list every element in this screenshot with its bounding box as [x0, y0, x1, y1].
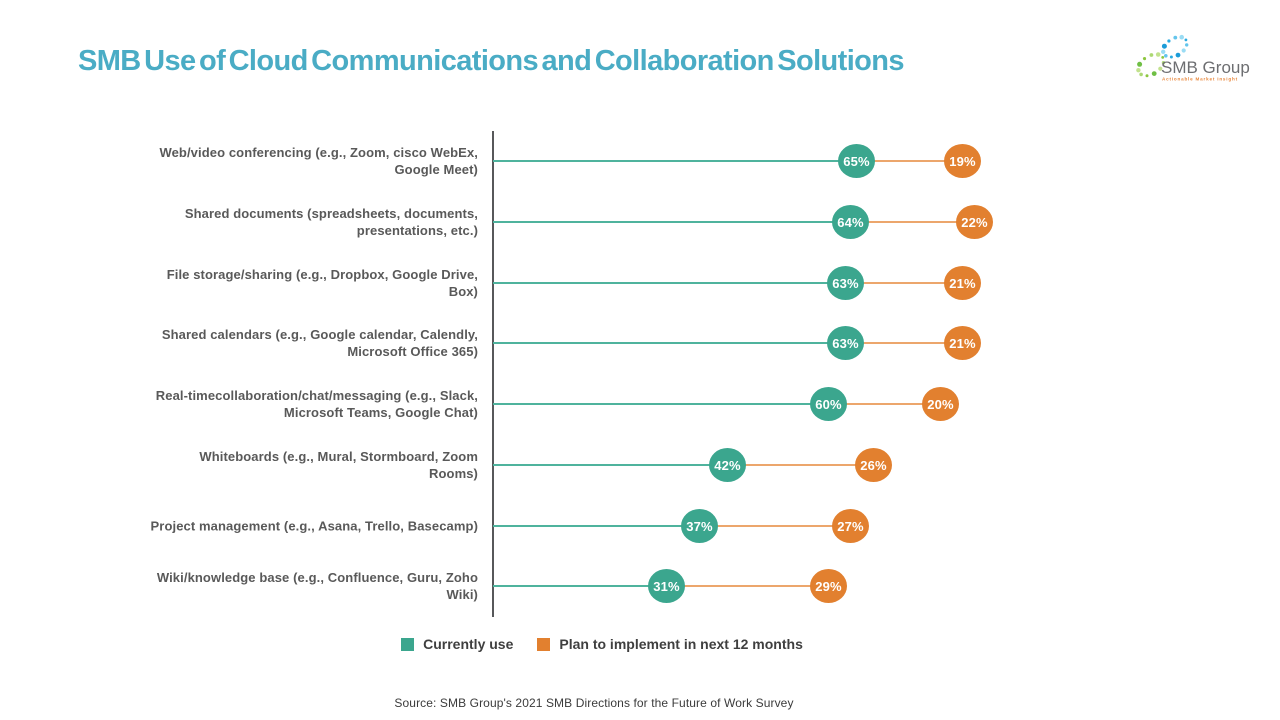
category-label: Whiteboards (e.g., Mural, Stormboard, Zo… [199, 449, 478, 481]
legend-label-plan-to-implement: Plan to implement in next 12 months [559, 636, 803, 652]
legend-label-currently-use: Currently use [423, 636, 514, 652]
chart-legend: Currently use Plan to implement in next … [0, 636, 1242, 652]
plan-dot: 19% [944, 144, 981, 178]
plan-dot: 26% [855, 448, 892, 482]
legend-item-plan-to-implement: Plan to implement in next 12 months [537, 636, 803, 652]
currently-use-stem-line [493, 221, 850, 223]
category-label: Real-timecollaboration/chat/messaging (e… [155, 388, 478, 420]
currently-use-stem-line [493, 282, 845, 284]
plan-stem-line [828, 403, 940, 405]
category-label: File storage/sharing (e.g., Dropbox, Goo… [166, 267, 478, 299]
plan-stem-line [850, 221, 974, 223]
currently-use-dot: 42% [709, 448, 746, 482]
currently-use-dot: 63% [827, 326, 864, 360]
slide-title: SMB Use of Cloud Communications and Coll… [78, 45, 905, 77]
logo-text: SMB Group [1161, 58, 1250, 77]
plan-stem-line [727, 464, 873, 466]
plan-dot: 29% [810, 569, 847, 603]
currently-use-stem-line [493, 464, 727, 466]
category-label: Shared documents (spreadsheets, document… [184, 206, 478, 238]
currently-use-dot: 31% [648, 569, 685, 603]
category-axis-line [492, 131, 494, 617]
legend-swatch-currently-use [401, 637, 415, 651]
plan-stem-line [666, 585, 828, 587]
category-label: Shared calendars (e.g., Google calendar,… [161, 327, 478, 359]
plan-stem-line [845, 282, 962, 284]
category-label: Wiki/knowledge base (e.g., Confluence, G… [156, 570, 478, 602]
smb-group-logo: SMB Group Actionable Market Insight [1136, 34, 1250, 82]
currently-use-stem-line [493, 160, 856, 162]
currently-use-stem-line [493, 403, 828, 405]
plan-dot: 22% [956, 205, 993, 239]
currently-use-dot: 64% [832, 205, 869, 239]
currently-use-stem-line [493, 525, 699, 527]
logo-tagline: Actionable Market Insight [1162, 77, 1238, 82]
category-label: Project management (e.g., Asana, Trello,… [150, 518, 478, 534]
source-attribution: Source: SMB Group's 2021 SMB Directions … [394, 696, 794, 710]
plan-dot: 27% [832, 509, 869, 543]
plan-stem-line [856, 160, 962, 162]
currently-use-stem-line [493, 585, 666, 587]
plan-dot: 21% [944, 326, 981, 360]
logo-infinity-dots-icon [1136, 34, 1189, 78]
legend-item-currently-use: Currently use [401, 636, 513, 652]
currently-use-dot: 37% [681, 509, 718, 543]
currently-use-dot: 63% [827, 266, 864, 300]
legend-swatch-plan-to-implement [537, 637, 551, 651]
currently-use-dot: 65% [838, 144, 875, 178]
category-label: Web/video conferencing (e.g., Zoom, cisc… [159, 145, 478, 177]
currently-use-stem-line [493, 342, 845, 344]
plan-stem-line [699, 525, 850, 527]
currently-use-dot: 60% [810, 387, 847, 421]
plan-dot: 21% [944, 266, 981, 300]
plan-dot: 20% [922, 387, 959, 421]
plan-stem-line [845, 342, 962, 344]
